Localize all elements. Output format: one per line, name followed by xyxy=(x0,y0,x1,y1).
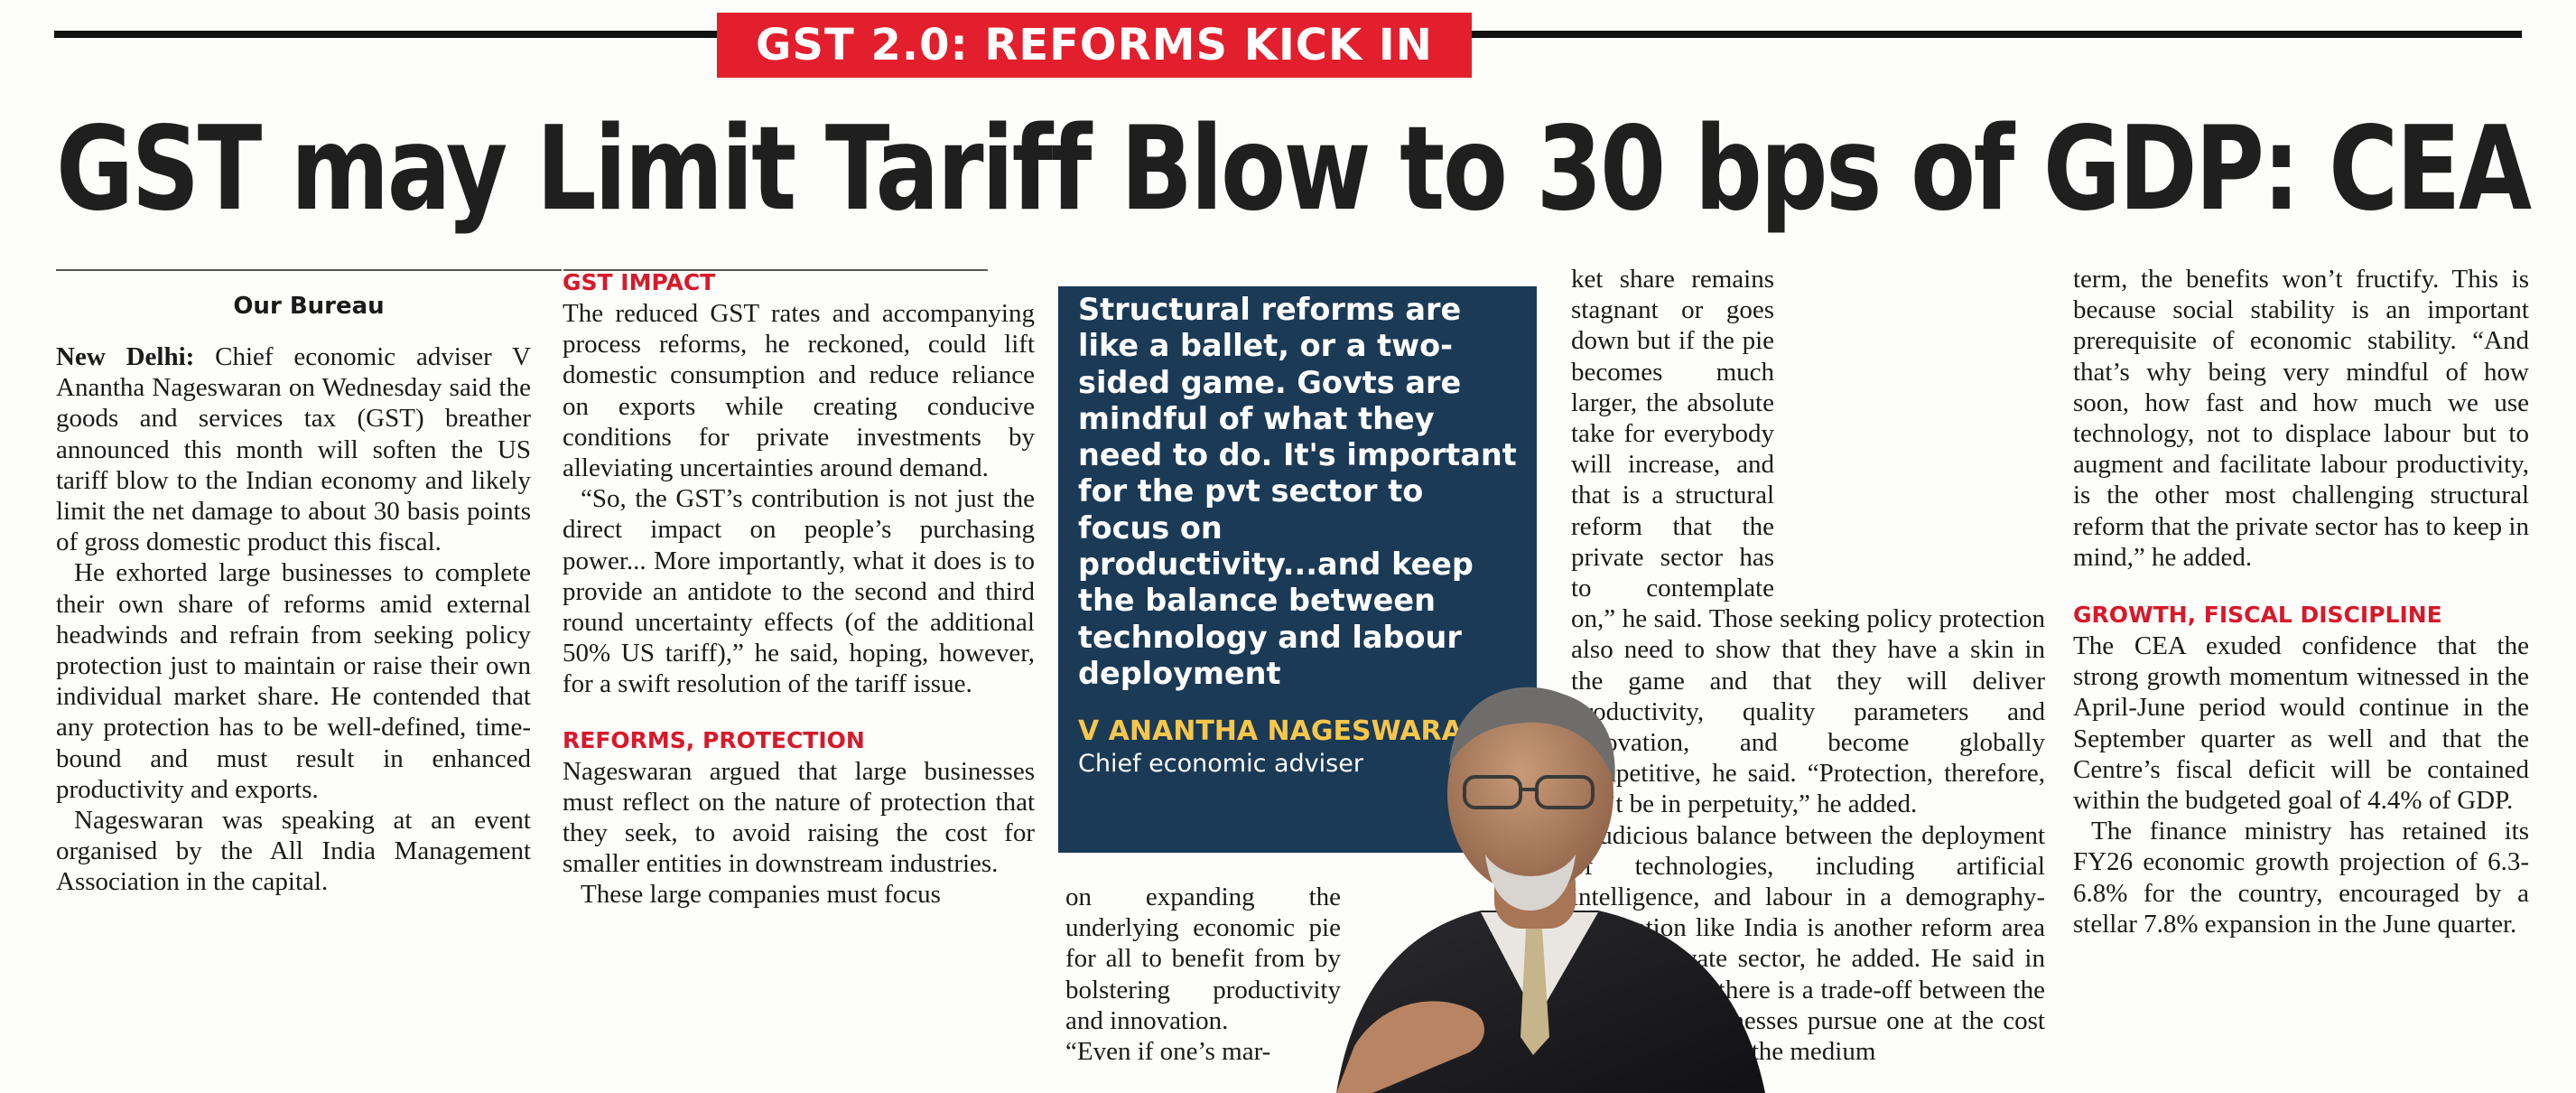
paragraph: on expanding the underlying economic pie… xyxy=(1065,883,1341,1035)
paragraph: Nageswaran was speaking at an event orga… xyxy=(56,806,531,897)
paragraph: The finance ministry has retained its FY… xyxy=(2073,817,2529,939)
paragraph: The reduced GST rates and accompanying p… xyxy=(563,299,1035,483)
paragraph: Nageswaran argued that large businesses … xyxy=(563,756,1035,879)
paragraph: Chief economic adviser V Anantha Nageswa… xyxy=(56,342,531,557)
section-kicker: GST 2.0: REFORMS KICK IN xyxy=(717,13,1472,78)
top-rule-left xyxy=(54,31,717,38)
headline: GST may Limit Tariff Blow to 30 bps of G… xyxy=(56,102,2532,237)
byline-divider xyxy=(56,269,562,271)
article-column-1: New Delhi: Chief economic adviser V Anan… xyxy=(56,341,531,898)
paragraph: The CEA exuded confidence that the stron… xyxy=(2073,631,2529,816)
paragraph: term, the benefits won’t fructify. This … xyxy=(2073,265,2529,572)
byline: Our Bureau xyxy=(233,293,385,320)
text-wrap-spacer xyxy=(1774,264,2045,580)
subhead-growth-fiscal-discipline: GROWTH, FISCAL DISCIPLINE xyxy=(2073,602,2442,629)
dateline: New Delhi: xyxy=(56,342,195,371)
column-divider xyxy=(563,269,988,271)
portrait-photo xyxy=(1336,687,1765,1093)
paragraph: ket share remains stagnant or goes down … xyxy=(1571,265,2045,819)
paragraph: “Even if one’s mar- xyxy=(1065,1037,1271,1067)
paragraph: He exhorted large businesses to complete… xyxy=(56,558,531,804)
subhead-gst-impact: GST IMPACT xyxy=(563,269,716,295)
article-column-2: GST IMPACT The reduced GST rates and acc… xyxy=(563,267,1035,911)
article-column-3: on expanding the underlying economic pie… xyxy=(1065,882,1341,1067)
top-rule-right xyxy=(1472,31,2522,38)
article-column-5: term, the benefits won’t fructify. This … xyxy=(2073,264,2529,939)
pull-quote-text: Structural reforms are like a ballet, or… xyxy=(1078,292,1517,691)
paragraph: These large companies must focus xyxy=(581,880,941,910)
pull-quote-role: Chief economic adviser xyxy=(1078,750,1363,779)
paragraph: “So, the GST’s contribution is not just … xyxy=(563,484,1035,699)
pull-quote-name: V ANANTHA NAGESWARAN xyxy=(1078,715,1485,748)
subhead-reforms-protection: REFORMS, PROTECTION xyxy=(563,726,865,753)
